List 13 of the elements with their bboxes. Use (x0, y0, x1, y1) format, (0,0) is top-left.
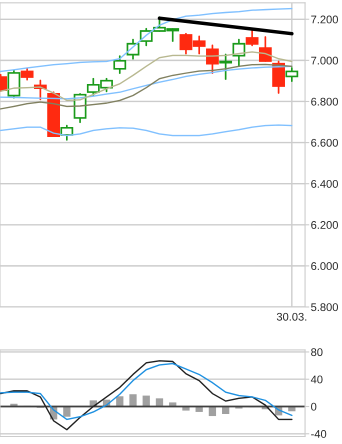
y-tick-label: -40 (311, 430, 326, 438)
y-tick-label: 40 (310, 376, 323, 384)
y-tick-label: 6.600 (311, 138, 338, 147)
y-tick-label: 6.200 (311, 221, 338, 229)
y-tick-label: 0 (311, 402, 316, 411)
y-tick-label: 7.000 (311, 56, 338, 65)
y-tick-label: 6.400 (311, 180, 338, 188)
y-tick-label: 80 (311, 348, 323, 356)
y-tick-label: 7.200 (311, 16, 338, 24)
y-tick-label: 6.800 (311, 98, 338, 106)
x-tick-label: 30.03. (276, 312, 306, 321)
y-tick-label: 5.800 (311, 303, 338, 312)
y-tick-label: 6.000 (311, 262, 338, 270)
